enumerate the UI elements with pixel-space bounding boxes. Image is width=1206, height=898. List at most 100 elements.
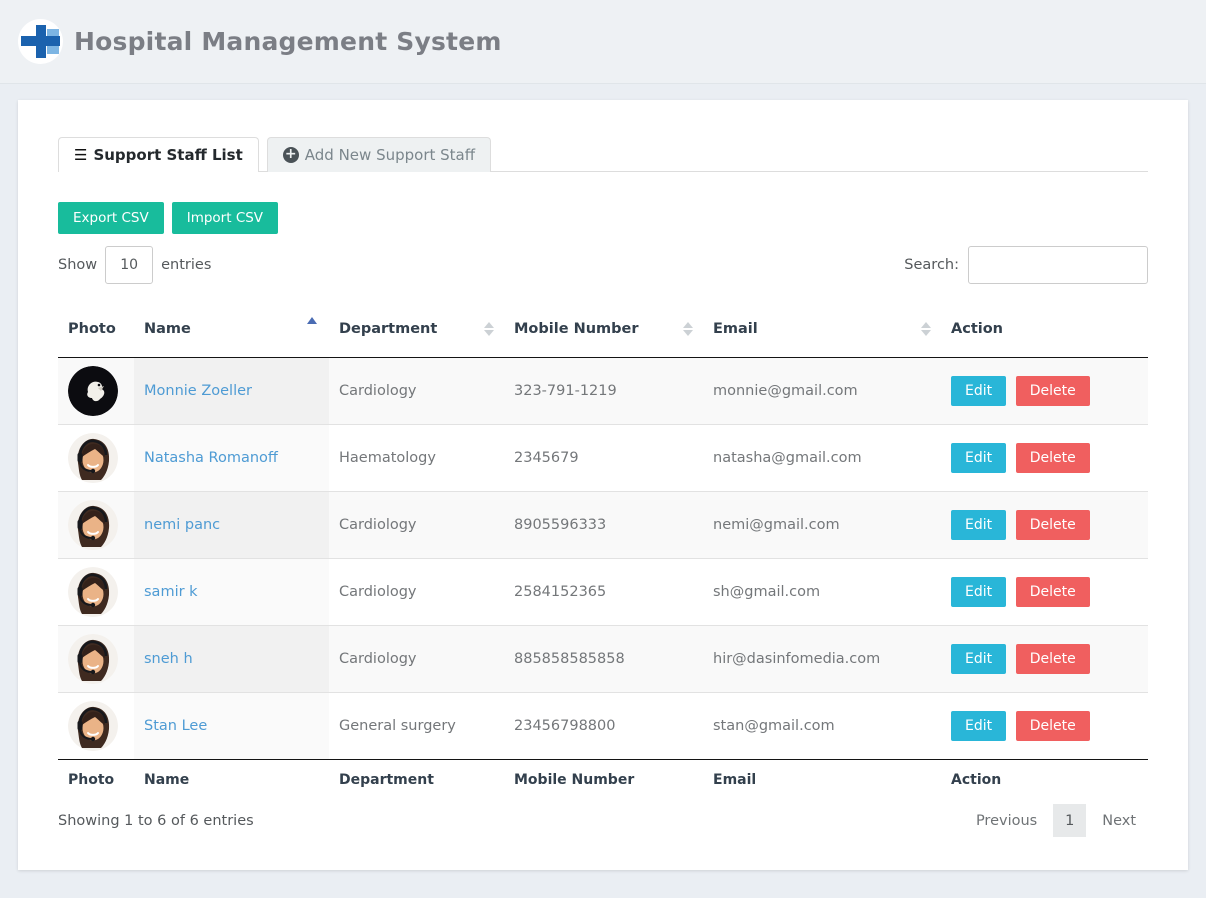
edit-button[interactable]: Edit	[951, 644, 1007, 674]
search-input[interactable]	[968, 246, 1148, 284]
app-title: Hospital Management System	[74, 27, 502, 56]
entries-per-page-select[interactable]: 10	[105, 246, 154, 284]
table-row: Monnie Zoeller Cardiology 323-791-1219 m…	[58, 357, 1148, 425]
showing-entries-info: Showing 1 to 6 of 6 entries	[58, 812, 254, 829]
edit-button[interactable]: Edit	[951, 711, 1007, 741]
department-cell: General surgery	[329, 692, 504, 760]
email-cell: sh@gmail.com	[703, 558, 941, 626]
edit-button[interactable]: Edit	[951, 376, 1007, 406]
search-label: Search:	[904, 257, 959, 273]
table-controls: Show 10 entries Search:	[58, 243, 1148, 287]
sort-both-icon	[921, 322, 931, 336]
staff-avatar	[68, 634, 118, 684]
footer-column-name: Name	[144, 772, 190, 788]
previous-page-button[interactable]: Previous	[975, 812, 1038, 829]
tab-bar: ☰ Support Staff List + Add New Support S…	[58, 137, 1148, 172]
entries-label: entries	[161, 257, 212, 273]
footer-column-email: Email	[713, 772, 757, 788]
staff-name-link[interactable]: sneh h	[144, 651, 193, 667]
table-footer-header: Photo Name Department Mobile Number Emai…	[58, 760, 1148, 801]
column-header-action: Action	[941, 301, 1148, 358]
mobile-cell: 885858585858	[504, 625, 703, 693]
show-label: Show	[58, 257, 98, 273]
department-cell: Cardiology	[329, 558, 504, 626]
plus-circle-icon: +	[282, 147, 299, 163]
staff-table-body: Monnie Zoeller Cardiology 323-791-1219 m…	[58, 357, 1148, 760]
email-cell: monnie@gmail.com	[703, 357, 941, 425]
edit-button[interactable]: Edit	[951, 510, 1007, 540]
staff-name-link[interactable]: nemi panc	[144, 517, 221, 533]
mobile-cell: 2345679	[504, 424, 703, 492]
delete-button[interactable]: Delete	[1015, 711, 1090, 741]
delete-button[interactable]: Delete	[1015, 644, 1090, 674]
staff-avatar	[68, 500, 118, 550]
table-row: nemi panc Cardiology 8905596333 nemi@gma…	[58, 491, 1148, 559]
email-cell: natasha@gmail.com	[703, 424, 941, 492]
support-agent-photo	[68, 433, 118, 483]
staff-avatar	[68, 701, 118, 751]
table-info-bar: Showing 1 to 6 of 6 entries Previous 1 N…	[58, 804, 1148, 837]
support-agent-photo	[68, 634, 118, 684]
support-agent-photo	[68, 567, 118, 617]
staff-name-link[interactable]: Stan Lee	[144, 718, 208, 734]
mobile-cell: 323-791-1219	[504, 357, 703, 425]
department-cell: Cardiology	[329, 625, 504, 693]
delete-button[interactable]: Delete	[1015, 577, 1090, 607]
content-card: ☰ Support Staff List + Add New Support S…	[18, 100, 1188, 870]
export-csv-button[interactable]: Export CSV	[58, 202, 164, 234]
tab-support-staff-list[interactable]: ☰ Support Staff List	[58, 137, 259, 172]
sort-both-icon	[683, 322, 693, 336]
column-header-email[interactable]: Email	[703, 301, 941, 358]
hospital-logo-icon	[18, 19, 63, 64]
delete-button[interactable]: Delete	[1015, 376, 1090, 406]
sort-ascending-icon	[307, 317, 317, 324]
department-cell: Cardiology	[329, 491, 504, 559]
tab-add-new-support-staff[interactable]: + Add New Support Staff	[266, 137, 492, 172]
app-header: Hospital Management System	[0, 0, 1206, 84]
table-row: samir k Cardiology 2584152365 sh@gmail.c…	[58, 558, 1148, 626]
next-page-button[interactable]: Next	[1102, 812, 1136, 829]
email-cell: hir@dasinfomedia.com	[703, 625, 941, 693]
support-agent-photo	[68, 500, 118, 550]
column-header-mobile[interactable]: Mobile Number	[504, 301, 703, 358]
staff-name-link[interactable]: Natasha Romanoff	[144, 450, 278, 466]
delete-button[interactable]: Delete	[1015, 510, 1090, 540]
column-header-name[interactable]: Name	[134, 301, 329, 358]
eagle-photo	[68, 366, 118, 416]
department-cell: Cardiology	[329, 357, 504, 425]
column-header-photo: Photo	[58, 301, 134, 358]
footer-column-department: Department	[339, 772, 434, 788]
email-cell: nemi@gmail.com	[703, 491, 941, 559]
staff-name-link[interactable]: Monnie Zoeller	[144, 383, 252, 399]
footer-column-action: Action	[951, 772, 1002, 788]
import-csv-button[interactable]: Import CSV	[171, 202, 279, 234]
support-staff-table: Photo Name Department Mobile Number Emai…	[58, 301, 1148, 800]
delete-button[interactable]: Delete	[1015, 443, 1090, 473]
staff-name-link[interactable]: samir k	[144, 584, 198, 600]
csv-toolbar: Export CSV Import CSV	[58, 202, 1148, 234]
table-row: Natasha Romanoff Haematology 2345679 nat…	[58, 424, 1148, 492]
staff-avatar	[68, 433, 118, 483]
edit-button[interactable]: Edit	[951, 577, 1007, 607]
page-number-button[interactable]: 1	[1053, 804, 1087, 837]
table-row: sneh h Cardiology 885858585858 hir@dasin…	[58, 625, 1148, 693]
column-header-department[interactable]: Department	[329, 301, 504, 358]
department-cell: Haematology	[329, 424, 504, 492]
mobile-cell: 2584152365	[504, 558, 703, 626]
list-menu-icon: ☰	[74, 145, 88, 164]
staff-avatar	[68, 366, 118, 416]
mobile-cell: 23456798800	[504, 692, 703, 760]
support-agent-photo	[68, 701, 118, 751]
sort-both-icon	[484, 322, 494, 336]
pagination: Previous 1 Next	[964, 804, 1148, 837]
footer-column-photo: Photo	[68, 772, 115, 788]
entries-length-control: Show 10 entries	[58, 246, 211, 284]
search-control: Search:	[904, 246, 1148, 284]
table-row: Stan Lee General surgery 23456798800 sta…	[58, 692, 1148, 760]
edit-button[interactable]: Edit	[951, 443, 1007, 473]
mobile-cell: 8905596333	[504, 491, 703, 559]
staff-avatar	[68, 567, 118, 617]
footer-column-mobile: Mobile Number	[514, 772, 635, 788]
email-cell: stan@gmail.com	[703, 692, 941, 760]
tab-label: Support Staff List	[93, 146, 243, 164]
